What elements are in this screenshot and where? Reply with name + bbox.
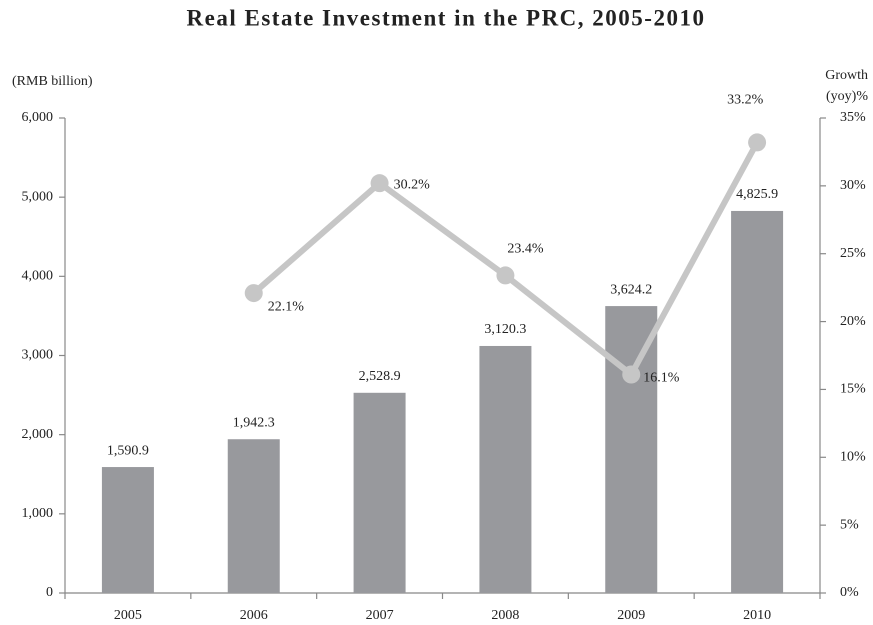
chart-title: Real Estate Investment in the PRC, 2005-… (187, 5, 706, 30)
bar-value-label: 3,120.3 (484, 322, 526, 337)
y2-tick-label: 0% (840, 585, 859, 600)
y2-axis-label: Growth (825, 68, 868, 83)
y-tick-label: 4,000 (22, 269, 54, 284)
y2-tick-label: 35% (840, 110, 866, 125)
bar-value-label: 1,942.3 (233, 415, 275, 430)
bar (731, 210, 784, 593)
y-axis-label: (RMB billion) (12, 74, 93, 89)
y2-tick-label: 15% (840, 382, 866, 397)
bar-value-label: 1,590.9 (107, 443, 149, 458)
growth-marker (622, 365, 641, 384)
x-tick-label: 2008 (491, 608, 519, 623)
y2-tick-label: 20% (840, 314, 866, 329)
y2-tick-label: 10% (840, 450, 866, 465)
y2-tick-label: 30% (840, 178, 866, 193)
growth-marker (370, 174, 389, 193)
line-value-label: 30.2% (394, 177, 431, 192)
y-tick-label: 1,000 (22, 506, 54, 521)
growth-line (251, 140, 760, 378)
bar (605, 306, 658, 593)
line-value-label: 23.4% (507, 242, 543, 257)
bar (227, 439, 280, 593)
y-tick-label: 0 (46, 585, 53, 600)
x-tick-label: 2007 (366, 608, 394, 623)
y-tick-label: 3,000 (22, 348, 54, 363)
y-tick-label: 5,000 (22, 189, 54, 204)
x-tick-label: 2005 (114, 608, 142, 623)
bar-value-label: 3,624.2 (610, 282, 652, 297)
line-value-label: 22.1% (268, 299, 305, 314)
y2-axis-label: (yoy)% (826, 89, 868, 104)
x-tick-label: 2010 (743, 608, 771, 623)
line-value-label: 16.1% (643, 371, 680, 386)
line-value-label: 33.2% (727, 93, 764, 108)
bar-value-label: 4,825.9 (736, 187, 778, 202)
bar (353, 392, 406, 593)
growth-marker (748, 133, 767, 152)
y2-tick-label: 25% (840, 246, 866, 261)
bar-value-label: 2,528.9 (359, 369, 401, 384)
y2-tick-label: 5% (840, 517, 859, 532)
y-tick-label: 6,000 (22, 110, 54, 125)
growth-marker (244, 284, 263, 303)
growth-marker (496, 266, 515, 285)
bar (101, 467, 154, 593)
y-tick-label: 2,000 (22, 427, 54, 442)
x-tick-label: 2009 (617, 608, 645, 623)
x-tick-label: 2006 (240, 608, 268, 623)
bar (479, 345, 532, 593)
